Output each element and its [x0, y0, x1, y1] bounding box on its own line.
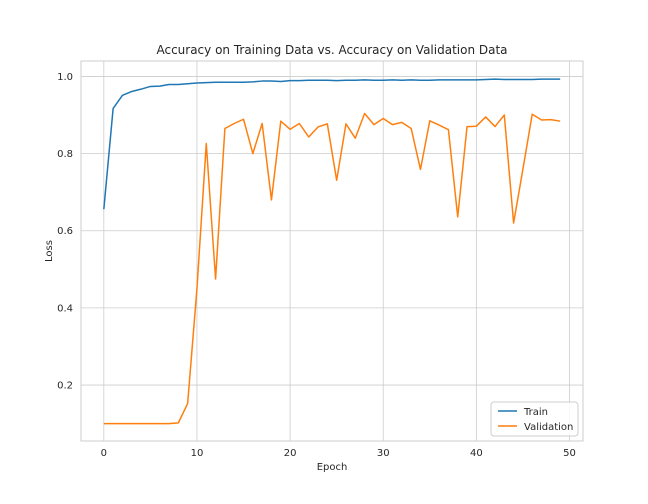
x-tick-label: 20: [284, 448, 297, 459]
chart-title: Accuracy on Training Data vs. Accuracy o…: [156, 43, 507, 57]
legend-label-train: Train: [523, 407, 548, 418]
grid: [81, 61, 583, 441]
plot-background: [81, 61, 583, 441]
y-tick-label: 1.0: [57, 72, 73, 83]
x-tick-labels: 0 10 20 30 40 50: [101, 448, 576, 459]
legend: Train Validation: [490, 401, 579, 437]
legend-label-validation: Validation: [524, 422, 573, 433]
x-tick-label: 0: [101, 448, 107, 459]
y-tick-label: 0.2: [57, 381, 73, 392]
y-axis-label: Loss: [44, 240, 55, 262]
x-tick-label: 30: [377, 448, 390, 459]
x-tick-label: 10: [191, 448, 204, 459]
plot-frame: [80, 60, 584, 442]
y-tick-label: 0.6: [57, 226, 73, 237]
x-tick-label: 50: [563, 448, 576, 459]
x-axis-label: Epoch: [317, 462, 348, 473]
y-tick-label: 0.8: [57, 149, 73, 160]
series-line-validation: [103, 112, 561, 425]
x-tick-label: 40: [470, 448, 483, 459]
series-lines: [103, 78, 561, 425]
series-line-train: [103, 78, 561, 210]
y-tick-labels: 0.2 0.4 0.6 0.8 1.0: [57, 72, 73, 392]
y-tick-label: 0.4: [57, 303, 73, 314]
